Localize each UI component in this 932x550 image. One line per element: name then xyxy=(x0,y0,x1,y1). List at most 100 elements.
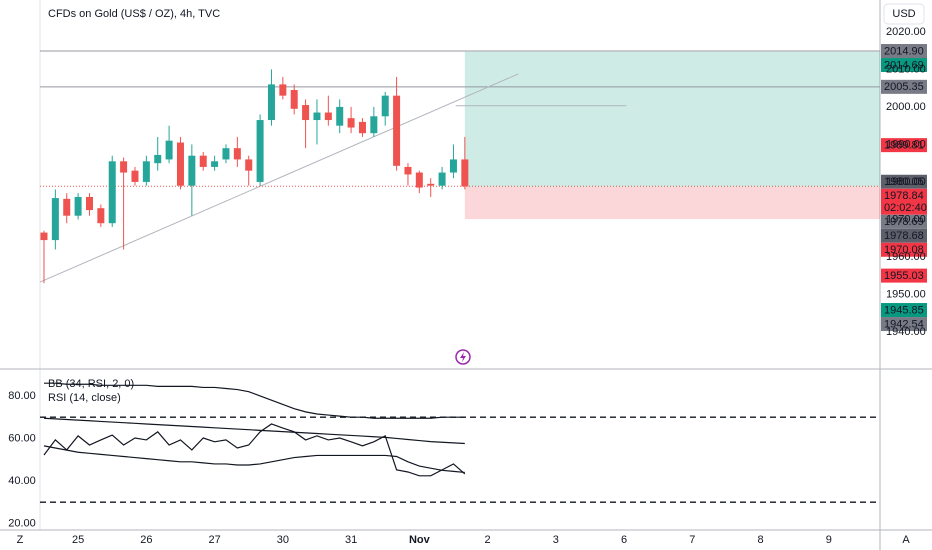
candle-body xyxy=(393,95,401,166)
candle-body xyxy=(97,208,105,224)
y-tick-label: 2020.00 xyxy=(886,26,926,38)
y-tick-label: 40.00 xyxy=(8,475,36,487)
candle-body xyxy=(245,159,253,171)
y-tick-label: 1960.00 xyxy=(886,251,926,263)
price-tag-label: 1978.68 xyxy=(884,230,924,242)
candle-body xyxy=(63,198,71,216)
x-tick-label: 6 xyxy=(621,534,627,546)
candle-body xyxy=(176,142,184,186)
candle-body xyxy=(108,161,116,224)
x-tick-label: Nov xyxy=(409,534,431,546)
candle-body xyxy=(51,198,59,241)
price-tag xyxy=(881,174,927,189)
y-tick-label: 20.00 xyxy=(8,517,36,529)
price-tag xyxy=(881,214,927,229)
x-tick-label: 2 xyxy=(485,534,491,546)
x-tick-label: 31 xyxy=(345,534,357,546)
x-tick-label: 8 xyxy=(758,534,764,546)
x-tick-label: 25 xyxy=(72,534,84,546)
candle-body xyxy=(74,196,82,216)
autoscale-button[interactable]: A xyxy=(902,534,910,546)
candle-body xyxy=(415,172,423,188)
price-tag xyxy=(881,303,927,318)
candle-body xyxy=(267,84,275,121)
profit-zone xyxy=(464,51,880,187)
bb-basis xyxy=(43,417,465,445)
price-tag xyxy=(881,268,927,283)
candle-body xyxy=(199,155,207,167)
price-tag-label: 2014.90 xyxy=(884,45,924,57)
price-tag xyxy=(881,44,927,59)
currency-button[interactable] xyxy=(883,3,925,25)
candle-body xyxy=(313,112,321,121)
price-tag-label: 1970.08 xyxy=(884,244,924,256)
y-tick-label: 1990.00 xyxy=(886,138,926,150)
x-tick-label: 27 xyxy=(208,534,220,546)
y-tick-label: 1970.00 xyxy=(886,213,926,225)
events-icon[interactable] xyxy=(455,349,471,365)
price-tag-label: 1978.69 xyxy=(884,216,924,228)
candle-body xyxy=(404,166,412,175)
price-tag-label: 1978.84 xyxy=(884,190,924,202)
plot xyxy=(39,50,880,503)
rsi-line xyxy=(43,423,466,477)
chart-title: CFDs on Gold (US$ / OZ), 4h, TVC xyxy=(48,8,220,20)
y-tick-label: 1950.00 xyxy=(886,288,926,300)
candle-body xyxy=(449,159,457,173)
loss-zone xyxy=(464,186,880,220)
y-tick-label: 2000.00 xyxy=(886,101,926,113)
x-tick-label: 26 xyxy=(140,534,152,546)
y-tick-label: 1980.00 xyxy=(886,176,926,188)
candle-body xyxy=(336,106,344,126)
price-tag xyxy=(881,228,927,243)
legend-entry: RSI (14, close) xyxy=(48,392,121,404)
candle-body xyxy=(131,170,139,182)
candle-body xyxy=(324,112,332,121)
price-tag-label: 2014.69 xyxy=(884,59,924,71)
x-tick-label: 9 xyxy=(826,534,832,546)
price-tag xyxy=(881,79,927,94)
price-tag xyxy=(881,317,927,332)
candle-body xyxy=(302,105,310,121)
price-tag-label: 1955.03 xyxy=(884,270,924,282)
candle-body xyxy=(222,148,230,160)
bb-lower xyxy=(43,445,465,474)
events-bolt xyxy=(460,352,466,362)
candle-body xyxy=(381,95,389,117)
y-tick-label: 1940.00 xyxy=(886,326,926,338)
candle-body xyxy=(233,148,241,160)
candle-body xyxy=(438,172,446,186)
currency-label: USD xyxy=(892,8,915,20)
price-tag-label: 1980.05 xyxy=(884,176,924,188)
price-tags: 2014.90 2014.69 2005.35 1989.81 1980.05 1978.… xyxy=(881,44,927,332)
candle-body xyxy=(279,84,287,96)
price-tag-label: 2005.35 xyxy=(884,81,924,93)
price-tag-label: 1945.85 xyxy=(884,304,924,316)
price-tag-label: 1989.81 xyxy=(884,140,924,152)
candle-body xyxy=(358,121,366,134)
candle-body xyxy=(461,159,469,187)
candle-body xyxy=(290,90,298,109)
y-tick-label: 2010.00 xyxy=(886,63,926,75)
price-tag xyxy=(881,138,927,153)
y-tick-label: 60.00 xyxy=(8,432,36,444)
candle-body xyxy=(370,116,378,134)
x-tick-label: 7 xyxy=(689,534,695,546)
timezone-button[interactable]: Z xyxy=(17,534,24,546)
candle-body xyxy=(165,140,173,160)
legend-entry: BB (34, RSI, 2, 0) xyxy=(48,378,134,390)
price-tag xyxy=(881,188,927,215)
candle-body xyxy=(427,183,435,186)
bb-upper xyxy=(43,382,465,419)
y-tick-label: 80.00 xyxy=(8,390,36,402)
candle-body xyxy=(85,196,93,211)
candle-body xyxy=(188,155,196,186)
candle-body xyxy=(347,118,355,128)
trend-line xyxy=(39,73,519,283)
candle-body xyxy=(40,232,48,241)
candle-body xyxy=(120,161,128,173)
candle-body xyxy=(154,154,162,164)
candle-body xyxy=(256,120,264,182)
